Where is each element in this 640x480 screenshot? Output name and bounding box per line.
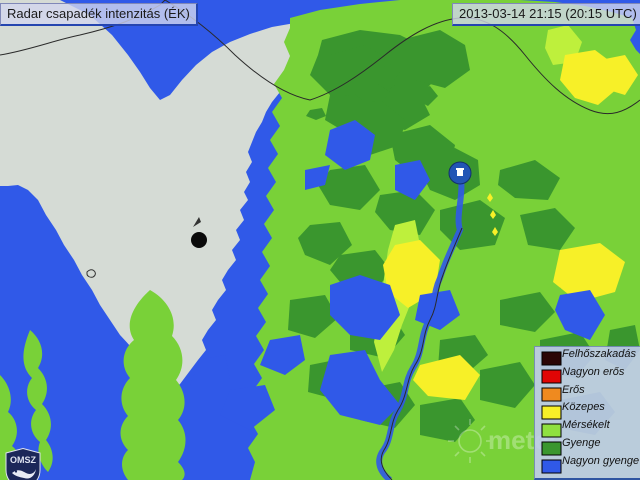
svg-text:OMSZ: OMSZ <box>10 455 37 465</box>
